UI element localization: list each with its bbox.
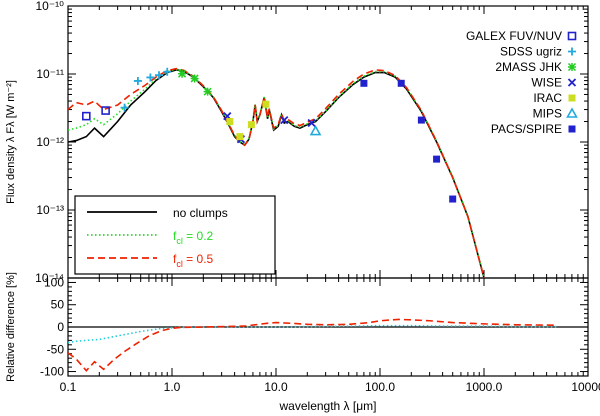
- sed-series-dashed: [68, 67, 485, 278]
- observations-layer: [82, 67, 457, 203]
- obs-legend-label: SDSS ugriz: [500, 45, 562, 59]
- panels-layer: [67, 5, 589, 377]
- res-y-tick-label: 100: [44, 275, 64, 289]
- obs-wise: [280, 115, 289, 125]
- obs-legend-marker: [568, 94, 576, 102]
- x-tick-label: 100.0: [365, 380, 395, 394]
- sed-curves: [68, 67, 485, 278]
- y-tick-label: 10⁻¹³: [36, 203, 64, 217]
- obs-irac: [247, 121, 255, 129]
- obs-2mass-jhk: [190, 74, 199, 83]
- legend-label: fcl = 0.5: [173, 252, 214, 269]
- residual-series-dotted: [68, 324, 557, 344]
- obs-legend-label: IRAC: [533, 91, 562, 105]
- obs-galex-fuv-nuv: [82, 111, 91, 121]
- obs-pacs-spire: [397, 79, 405, 87]
- x-tick-label: 1.0: [164, 380, 181, 394]
- obs-legend-marker: [567, 78, 577, 87]
- res-y-tick-label: -50: [47, 342, 65, 356]
- y-axis-label: Flux density λ Fλ [W m⁻²]: [5, 80, 17, 204]
- obs-legend-marker: [567, 62, 577, 72]
- obs-legend-marker: [567, 31, 577, 41]
- obs-legend-marker: [568, 125, 576, 133]
- obs-pacs-spire: [417, 116, 425, 124]
- obs-pacs-spire: [360, 79, 368, 87]
- res-y-axis-label: Relative difference [%]: [5, 272, 17, 382]
- x-tick-label: 1000.0: [466, 380, 503, 394]
- obs-legend-label: PACS/SPIRE: [491, 122, 562, 136]
- res-y-tick-label: -100: [40, 365, 64, 379]
- residual-curves: [68, 318, 557, 372]
- obs-legend-marker: [566, 107, 578, 118]
- residual-series-dashed: [68, 318, 557, 372]
- obs-galex-fuv-nuv: [101, 106, 110, 115]
- obs-irac: [262, 100, 270, 108]
- obs-sdss-ugriz: [133, 76, 142, 85]
- obs-pacs-spire: [433, 155, 441, 163]
- y-tick-label: 10⁻¹¹: [36, 67, 64, 81]
- obs-2mass-jhk: [203, 87, 212, 96]
- obs-mips: [309, 124, 322, 136]
- obs-irac: [236, 133, 244, 141]
- x-axis-label: wavelength λ [μm]: [279, 399, 377, 413]
- obs-legend-label: GALEX FUV/NUV: [466, 29, 562, 43]
- x-tick-label: 10000: [571, 380, 600, 394]
- legend-label: fcl = 0.2: [173, 229, 214, 246]
- res-y-tick-label: 0: [57, 320, 64, 334]
- obs-2mass-jhk: [178, 69, 187, 78]
- obs-wise: [307, 118, 316, 128]
- y-tick-label: 10⁻¹⁰: [36, 0, 65, 13]
- y-tick-label: 10⁻¹⁴: [35, 271, 64, 285]
- obs-irac: [226, 118, 234, 126]
- obs-pacs-spire: [449, 195, 457, 203]
- x-tick-label: 0.1: [60, 380, 77, 394]
- legend-label: no clumps: [173, 206, 228, 220]
- x-tick-label: 10.0: [264, 380, 288, 394]
- obs-sdss-ugriz: [146, 73, 155, 82]
- obs-sdss-ugriz: [155, 71, 164, 80]
- obs-legend-label: WISE: [531, 76, 562, 90]
- series-layer: [68, 67, 557, 372]
- labels-layer: 0.1 1.0 10.0 100.0 1000.0 10000 wavelength λ […: [5, 0, 600, 413]
- sed-series-solid: [68, 69, 485, 278]
- obs-sdss-ugriz: [120, 103, 129, 112]
- obs-sdss-ugriz: [163, 67, 172, 76]
- obs-legend-marker: [568, 47, 576, 56]
- res-y-tick-label: 50: [51, 298, 65, 312]
- obs-legend-label: MIPS: [533, 107, 562, 121]
- y-tick-label: 10⁻¹²: [36, 135, 64, 149]
- obs-legend-label: 2MASS JHK: [495, 60, 562, 74]
